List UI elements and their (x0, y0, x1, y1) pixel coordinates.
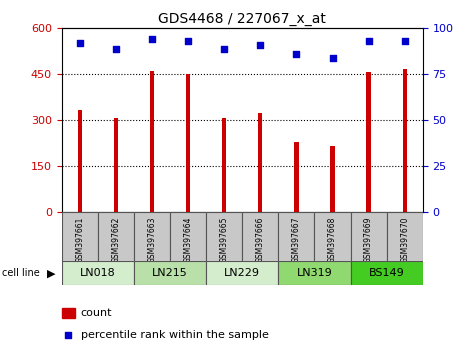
Text: GSM397666: GSM397666 (256, 216, 265, 263)
Point (293, 51, 300, 57)
Text: percentile rank within the sample: percentile rank within the sample (81, 330, 269, 339)
Text: LN229: LN229 (224, 268, 260, 278)
Bar (62, 261, 134, 285)
Bar (170, 212, 206, 262)
Point (256, 42, 264, 48)
Point (112, 46, 120, 51)
Point (65, 332, 72, 337)
Bar (314, 212, 351, 262)
Text: LN215: LN215 (152, 268, 188, 278)
Text: GSM397668: GSM397668 (328, 216, 337, 263)
Bar (222, 118, 227, 212)
Point (184, 38, 192, 44)
Text: LN319: LN319 (296, 268, 332, 278)
Bar (206, 261, 278, 285)
Bar (186, 74, 190, 212)
Text: GSM397664: GSM397664 (184, 216, 192, 263)
Bar (330, 147, 335, 212)
Text: GSM397669: GSM397669 (364, 216, 373, 263)
Text: GSM397663: GSM397663 (148, 216, 156, 263)
Bar (134, 261, 206, 285)
Text: BS149: BS149 (369, 268, 405, 278)
Bar (258, 113, 263, 212)
Bar (351, 261, 423, 285)
Bar (351, 212, 387, 262)
Point (365, 38, 372, 44)
Bar (366, 72, 371, 212)
Bar (294, 142, 299, 212)
Title: GDS4468 / 227067_x_at: GDS4468 / 227067_x_at (158, 12, 326, 26)
Text: GSM397665: GSM397665 (220, 216, 228, 263)
Point (76, 40, 84, 46)
Text: count: count (81, 308, 112, 318)
Bar (242, 212, 278, 262)
Point (401, 38, 408, 44)
Point (220, 46, 228, 51)
Bar (134, 212, 170, 262)
Bar (206, 212, 242, 262)
Text: GSM397662: GSM397662 (112, 216, 120, 263)
Bar (387, 212, 423, 262)
Bar (278, 261, 351, 285)
Bar (98, 212, 134, 262)
Text: GSM397661: GSM397661 (76, 216, 84, 263)
Point (148, 36, 156, 42)
Bar (150, 71, 154, 212)
Point (329, 55, 336, 61)
Bar (278, 212, 314, 262)
Bar (62, 212, 98, 262)
Text: GSM397667: GSM397667 (292, 216, 301, 263)
Text: LN018: LN018 (80, 268, 116, 278)
Text: ▶: ▶ (47, 268, 55, 278)
Text: GSM397670: GSM397670 (400, 216, 409, 263)
Text: cell line: cell line (2, 268, 40, 278)
Bar (402, 69, 407, 212)
Bar (114, 118, 118, 212)
Bar (77, 110, 82, 212)
